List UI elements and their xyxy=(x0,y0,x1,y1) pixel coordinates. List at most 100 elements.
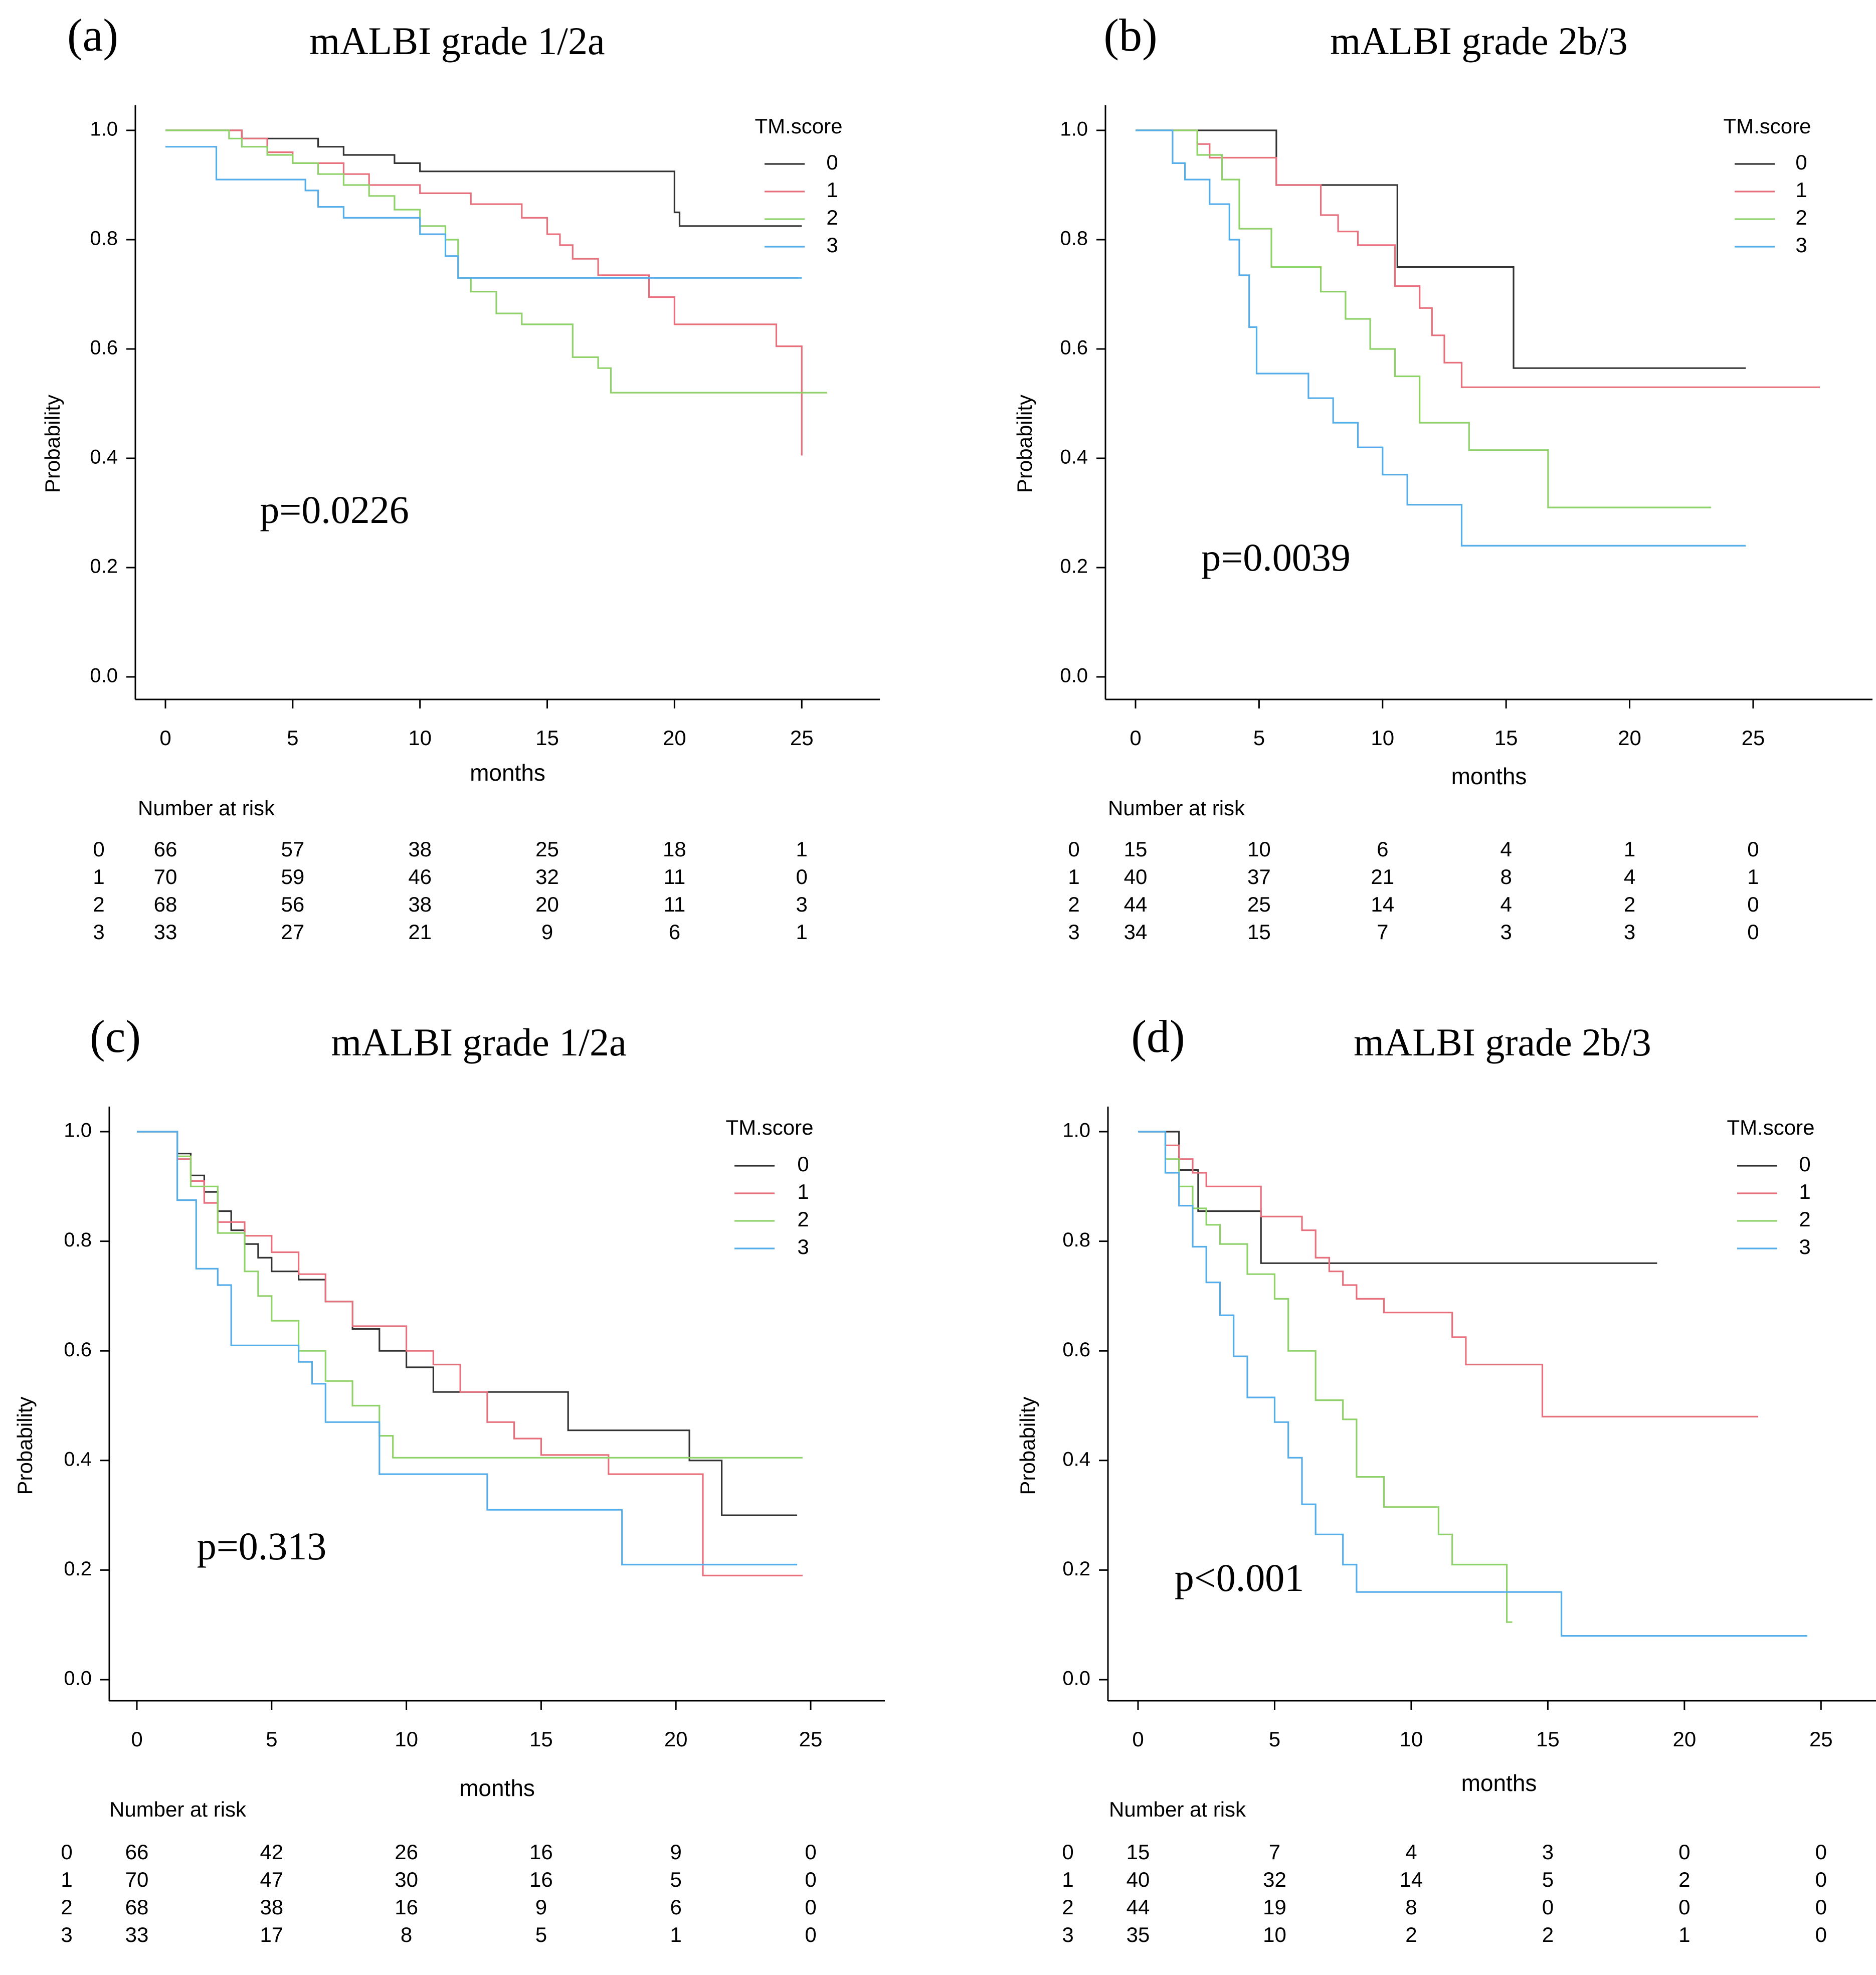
y-tick-label: 0.6 xyxy=(90,337,118,359)
y-axis-label: Probability xyxy=(1013,395,1036,493)
risk-table-cell: 0 xyxy=(1747,920,1759,944)
risk-table-cell: 0 xyxy=(1815,1923,1827,1946)
legend-entry: 2 xyxy=(1799,1207,1810,1231)
risk-table-group: 2 xyxy=(1062,1895,1073,1919)
panel-a: (a) mALBI grade 1/2a 0.0 0.2 0.4 0.6 0.8 1.0 0 5 1… xyxy=(41,10,880,944)
risk-table-cell: 0 xyxy=(1815,1895,1827,1919)
risk-table-cell: 0 xyxy=(1678,1840,1690,1864)
risk-table-group: 1 xyxy=(93,865,104,888)
risk-table-cell: 5 xyxy=(1542,1868,1554,1891)
risk-table-cell: 11 xyxy=(664,865,686,888)
y-tick-label: 0.0 xyxy=(64,1668,92,1690)
risk-table-cell: 46 xyxy=(408,865,432,888)
risk-table-cell: 40 xyxy=(1127,1868,1150,1891)
chart-title: mALBI grade 2b/3 xyxy=(1354,1020,1651,1064)
y-tick-label: 0.2 xyxy=(1060,556,1088,578)
risk-table-cell: 30 xyxy=(395,1868,418,1891)
y-tick-label: 0.8 xyxy=(1062,1229,1090,1251)
risk-table-cell: 10 xyxy=(1263,1923,1286,1946)
risk-table-cell: 1 xyxy=(670,1923,682,1946)
risk-table-cell: 27 xyxy=(281,920,304,944)
risk-table-cell: 34 xyxy=(1124,920,1148,944)
p-value: p<0.001 xyxy=(1175,1556,1304,1599)
risk-table-group: 2 xyxy=(61,1895,72,1919)
risk-table-group: 3 xyxy=(61,1923,72,1946)
risk-table-group: 1 xyxy=(61,1868,72,1891)
series-line-tm0 xyxy=(1136,129,1746,369)
risk-table-cell: 4 xyxy=(1405,1840,1417,1864)
risk-table-cell: 33 xyxy=(125,1923,149,1946)
x-tick-label: 25 xyxy=(799,1727,823,1751)
risk-table-cell: 66 xyxy=(154,837,177,861)
risk-table-cell: 1 xyxy=(796,837,808,861)
x-tick-label: 5 xyxy=(266,1727,277,1751)
x-tick-label: 20 xyxy=(664,1727,688,1751)
risk-table-cell: 8 xyxy=(1405,1895,1417,1919)
x-tick-label: 0 xyxy=(1132,1727,1144,1751)
x-tick-label: 10 xyxy=(408,726,432,750)
risk-table-cell: 38 xyxy=(260,1895,283,1919)
risk-table-cell: 35 xyxy=(1127,1923,1150,1946)
risk-table-cell: 5 xyxy=(670,1868,682,1891)
risk-table-group: 0 xyxy=(1062,1840,1073,1864)
risk-table-title: Number at risk xyxy=(109,1798,247,1821)
risk-table-cell: 0 xyxy=(805,1868,816,1891)
legend-entry: 3 xyxy=(1795,233,1807,257)
risk-table-cell: 1 xyxy=(1747,865,1759,888)
x-tick-label: 20 xyxy=(1672,1727,1696,1751)
y-tick-label: 0.2 xyxy=(1062,1558,1090,1580)
risk-table-cell: 56 xyxy=(281,892,304,916)
panel-label: (d) xyxy=(1131,1011,1185,1062)
series-line-tm2 xyxy=(165,129,827,394)
risk-table-cell: 20 xyxy=(535,892,559,916)
risk-table-cell: 47 xyxy=(260,1868,283,1891)
risk-table-cell: 0 xyxy=(1747,892,1759,916)
panel-b: (b) mALBI grade 2b/3 0.0 0.2 0.4 0.6 0.8 1.0 0 5 1… xyxy=(1013,10,1872,944)
series-line-tm2 xyxy=(1138,1131,1513,1623)
risk-table-group: 2 xyxy=(1068,892,1079,916)
risk-table-cell: 8 xyxy=(401,1923,412,1946)
y-tick-label: 0.6 xyxy=(64,1339,92,1361)
risk-table-group: 0 xyxy=(1068,837,1079,861)
risk-table-cell: 3 xyxy=(1542,1840,1554,1864)
x-axis-label: months xyxy=(470,760,545,786)
series-line-tm1 xyxy=(1138,1131,1758,1417)
x-tick-label: 10 xyxy=(1371,726,1394,750)
y-tick-label: 0.0 xyxy=(1060,665,1088,687)
legend-entry: 2 xyxy=(1795,206,1807,229)
risk-table-cell: 7 xyxy=(1377,920,1388,944)
y-tick-label: 0.8 xyxy=(90,228,118,250)
risk-table-cell: 4 xyxy=(1624,865,1635,888)
risk-table-cell: 68 xyxy=(125,1895,149,1919)
legend-entry: 3 xyxy=(1799,1235,1810,1259)
x-tick-label: 5 xyxy=(1253,726,1265,750)
x-tick-label: 20 xyxy=(663,726,686,750)
risk-table-title: Number at risk xyxy=(138,796,275,820)
chart-title: mALBI grade 2b/3 xyxy=(1330,19,1628,63)
risk-table-cell: 10 xyxy=(1247,837,1271,861)
x-tick-label: 25 xyxy=(1742,726,1765,750)
legend-title: TM.score xyxy=(755,114,842,138)
risk-table-cell: 3 xyxy=(1624,920,1635,944)
x-tick-label: 25 xyxy=(790,726,814,750)
x-tick-label: 15 xyxy=(1494,726,1518,750)
risk-table-cell: 0 xyxy=(1815,1840,1827,1864)
risk-table-cell: 7 xyxy=(1269,1840,1280,1864)
legend-entry: 0 xyxy=(826,150,838,174)
risk-table-cell: 0 xyxy=(1678,1895,1690,1919)
x-tick-label: 15 xyxy=(529,1727,553,1751)
risk-table-cell: 70 xyxy=(154,865,177,888)
risk-table-cell: 21 xyxy=(1371,865,1394,888)
risk-table-cell: 3 xyxy=(796,892,808,916)
risk-table-cell: 0 xyxy=(1542,1895,1554,1919)
risk-table-cell: 44 xyxy=(1124,892,1148,916)
x-tick-label: 15 xyxy=(1536,1727,1560,1751)
risk-table-cell: 33 xyxy=(154,920,177,944)
panel-label: (c) xyxy=(90,1011,141,1062)
risk-table-cell: 25 xyxy=(1247,892,1271,916)
legend-entry: 1 xyxy=(826,178,838,202)
risk-table-cell: 0 xyxy=(796,865,808,888)
risk-table-cell: 0 xyxy=(805,1895,816,1919)
risk-table-cell: 18 xyxy=(663,837,686,861)
